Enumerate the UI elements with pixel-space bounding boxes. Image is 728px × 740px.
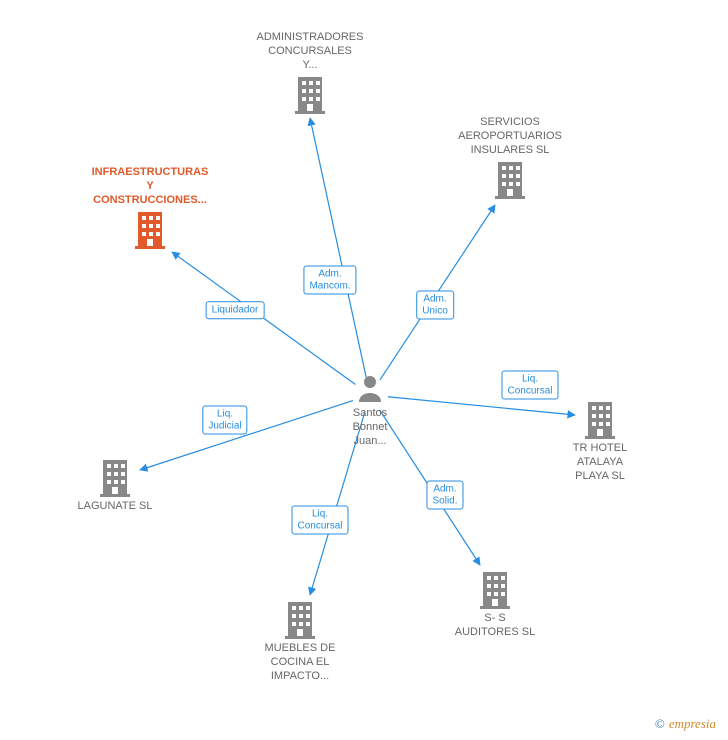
building-icon-muebles[interactable] (285, 602, 315, 639)
building-icon-lagunate[interactable] (100, 460, 130, 497)
node-lagunate-label: LAGUNATE SL (40, 500, 190, 514)
edge-label-tr_hotel: Liq.Concursal (501, 371, 558, 400)
building-icon-servicios_aero[interactable] (495, 162, 525, 199)
building-icon-tr_hotel[interactable] (585, 402, 615, 439)
building-icon-infra[interactable] (135, 212, 165, 249)
node-muebles[interactable]: MUEBLES DECOCINA ELIMPACTO... (225, 642, 375, 683)
copyright-symbol: © (655, 716, 665, 731)
edge-label-infra: Liquidador (206, 301, 265, 319)
edge-label-ss_auditores: Adm.Solid. (426, 481, 463, 510)
diagram-canvas (0, 0, 728, 740)
watermark-text: empresia (669, 716, 716, 731)
node-servicios_aero[interactable]: SERVICIOSAEROPORTUARIOSINSULARES SL (435, 116, 585, 157)
node-tr_hotel-label: TR HOTELATALAYAPLAYA SL (525, 442, 675, 483)
node-tr_hotel[interactable]: TR HOTELATALAYAPLAYA SL (525, 442, 675, 483)
node-infra-label: INFRAESTRUCTURASYCONSTRUCCIONES... (75, 166, 225, 207)
node-lagunate[interactable]: LAGUNATE SL (40, 500, 190, 514)
center-person-icon (359, 376, 381, 402)
node-admin_concursales[interactable]: ADMINISTRADORESCONCURSALESY... (235, 31, 385, 72)
node-infra[interactable]: INFRAESTRUCTURASYCONSTRUCCIONES... (75, 166, 225, 207)
node-servicios_aero-label: SERVICIOSAEROPORTUARIOSINSULARES SL (435, 116, 585, 157)
node-muebles-label: MUEBLES DECOCINA ELIMPACTO... (225, 642, 375, 683)
node-admin_concursales-label: ADMINISTRADORESCONCURSALESY... (235, 31, 385, 72)
edge-label-admin_concursales: Adm.Mancom. (303, 266, 356, 295)
edge-label-lagunate: Liq.Judicial (202, 406, 247, 435)
center-node[interactable]: SantosBonnetJuan... (330, 407, 410, 448)
building-icon-admin_concursales[interactable] (295, 77, 325, 114)
building-icon-ss_auditores[interactable] (480, 572, 510, 609)
center-node-label: SantosBonnetJuan... (330, 407, 410, 448)
watermark: © empresia (655, 716, 716, 732)
edge-admin_concursales (310, 118, 366, 377)
edge-label-muebles: Liq.Concursal (291, 506, 348, 535)
node-ss_auditores[interactable]: S- SAUDITORES SL (420, 612, 570, 640)
edge-label-servicios_aero: Adm.Unico (416, 291, 454, 320)
node-ss_auditores-label: S- SAUDITORES SL (420, 612, 570, 640)
